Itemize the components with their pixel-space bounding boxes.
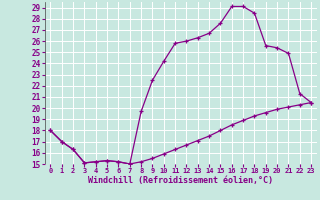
X-axis label: Windchill (Refroidissement éolien,°C): Windchill (Refroidissement éolien,°C) xyxy=(88,176,273,185)
